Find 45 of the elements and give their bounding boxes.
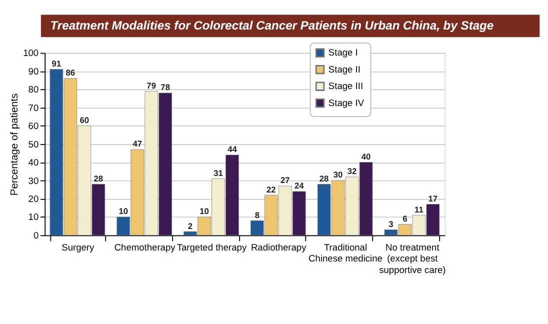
data-label: 10 — [118, 206, 128, 216]
y-tick-label: 20 — [28, 194, 39, 204]
data-label: 3 — [388, 218, 394, 229]
data-label: 78 — [160, 82, 170, 92]
data-label: 6 — [402, 213, 408, 224]
data-label: 44 — [228, 144, 238, 154]
x-tick-label: Radiotherapy — [250, 242, 307, 253]
data-label: 24 — [294, 180, 304, 191]
y-tick-label: 10 — [28, 212, 39, 222]
y-tick-label: 40 — [28, 158, 39, 168]
y-tick-label: 0 — [33, 230, 39, 240]
x-tick-label: Chemotherapy — [114, 242, 176, 253]
legend-label: Stage II — [328, 64, 360, 74]
y-tick-label: 70 — [28, 102, 39, 113]
y-tick-label: 60 — [28, 121, 39, 132]
data-label: 10 — [200, 206, 210, 216]
data-label: 11 — [414, 204, 424, 214]
y-tick-label: 30 — [28, 176, 39, 186]
data-label: 31 — [214, 168, 224, 178]
x-tick-label: Targeted therapy — [176, 242, 247, 253]
y-tick-label: 50 — [28, 139, 39, 150]
data-label: 47 — [132, 138, 142, 149]
data-label: 17 — [428, 193, 438, 204]
data-label: 32 — [347, 166, 358, 176]
data-label: 28 — [319, 173, 330, 184]
y-tick-label: 80 — [28, 84, 39, 95]
data-label: 60 — [80, 115, 90, 126]
data-label: 40 — [361, 151, 372, 162]
data-label: 79 — [146, 80, 156, 90]
legend-label: Stage I — [328, 48, 358, 58]
y-tick-label: 90 — [28, 66, 39, 76]
data-label: 28 — [94, 173, 104, 184]
y-axis-title: Percentage of patients — [10, 93, 21, 196]
data-label: 27 — [280, 175, 290, 186]
x-tick-label: Surgery — [62, 242, 95, 253]
chart-title: Treatment Modalities for Colorectal Cancer Patients in Urban China, by Stage — [50, 18, 494, 33]
data-label: 86 — [66, 68, 76, 78]
data-label: 30 — [333, 170, 344, 180]
data-label: 91 — [52, 58, 62, 68]
data-label: 22 — [266, 184, 276, 194]
legend-label: Stage IV — [328, 98, 365, 108]
data-label: 2 — [188, 220, 193, 231]
data-label: 8 — [254, 210, 260, 220]
legend-label: Stage III — [328, 81, 364, 92]
y-tick-label: 100 — [23, 48, 39, 58]
